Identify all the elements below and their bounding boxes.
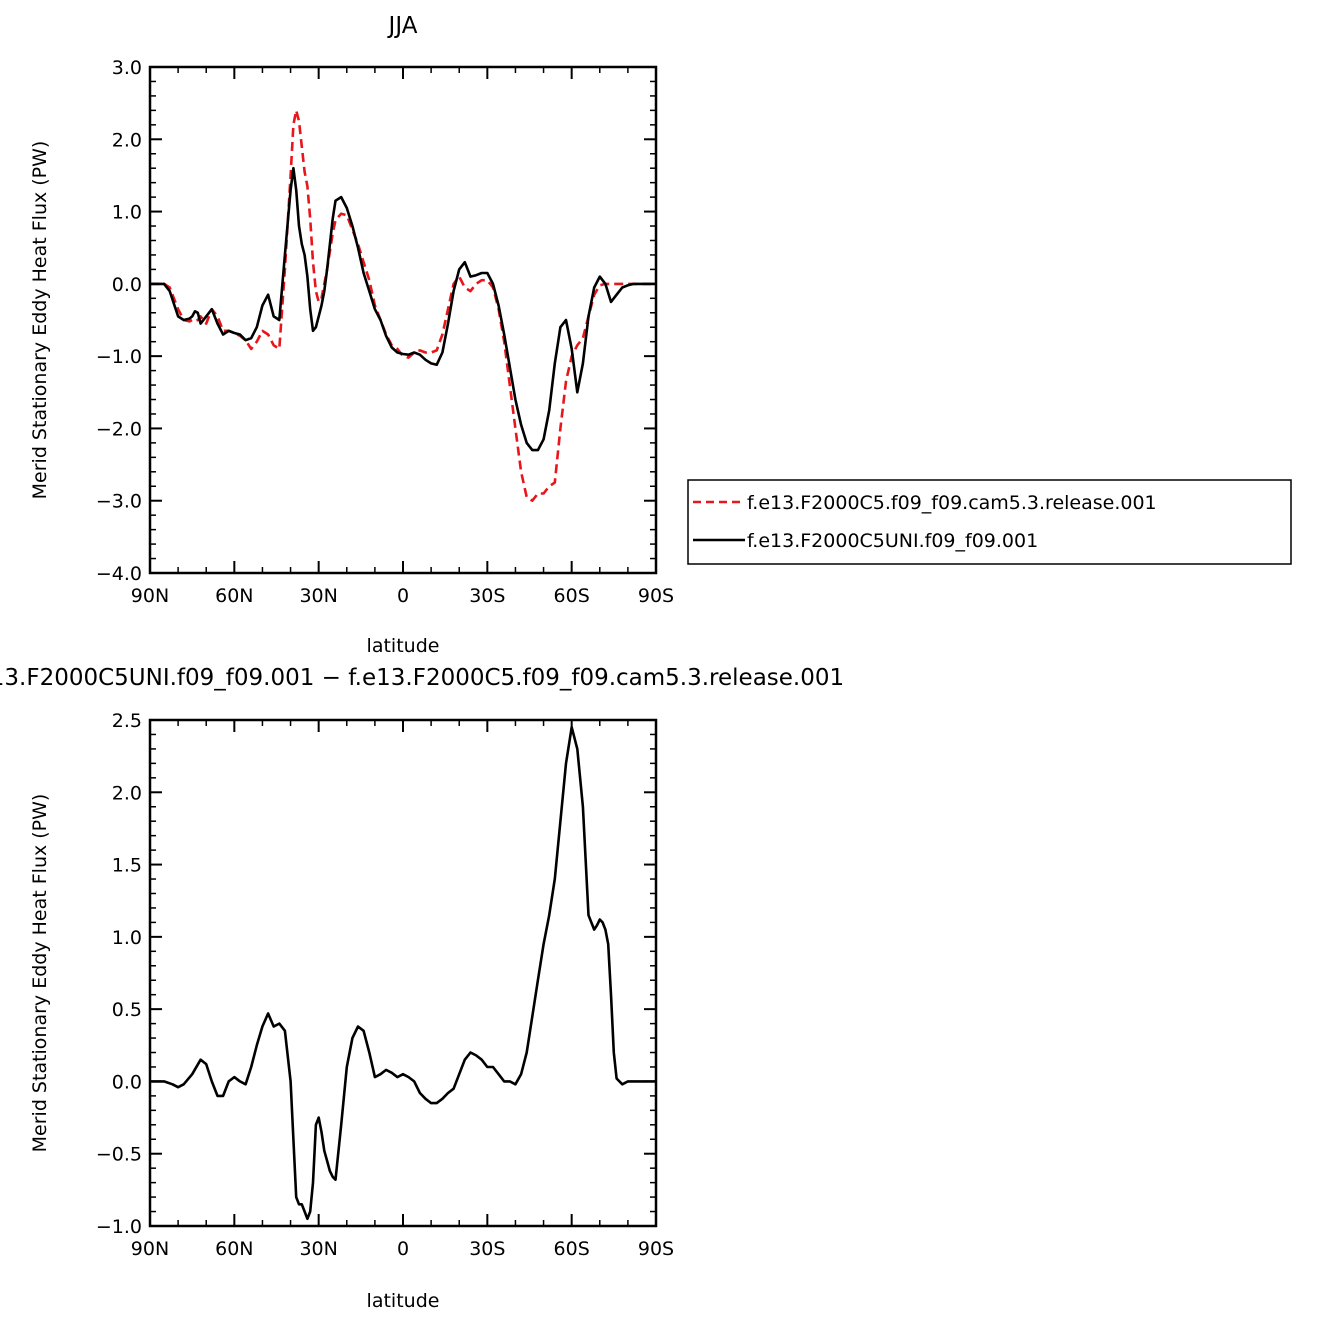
top-y-tick-label-0: 3.0 (112, 57, 142, 79)
bottom-x-tick-label-0: 90N (131, 1238, 169, 1260)
bottom-x-tick-label-3: 0 (397, 1238, 409, 1260)
top-x-tick-label-6: 90S (638, 585, 674, 607)
top-x-axis-label: latitude (367, 635, 440, 657)
bottom-series-line-0 (150, 725, 656, 1221)
bottom-y-tick-label-7: −1.0 (96, 1216, 142, 1238)
top-x-tick-label-4: 30S (469, 585, 505, 607)
bottom-y-tick-label-5: 0.0 (112, 1071, 142, 1093)
bottom-y-tick-label-0: 2.5 (112, 710, 142, 732)
legend-frame (687, 479, 1292, 565)
bottom-y-axis-label: Merid Stationary Eddy Heat Flux (PW) (29, 794, 51, 1153)
top-y-tick-label-5: −2.0 (96, 418, 142, 440)
bottom-x-tick-label-1: 60N (215, 1238, 253, 1260)
top-y-axis-label: Merid Stationary Eddy Heat Flux (PW) (29, 141, 51, 500)
bottom-x-tick-label-6: 90S (638, 1238, 674, 1260)
bottom-y-tick-label-6: −0.5 (96, 1144, 142, 1166)
top-panel-title: JJA (387, 13, 418, 39)
top-x-tick-label-3: 0 (397, 585, 409, 607)
top-y-tick-label-1: 2.0 (112, 129, 142, 151)
bottom-x-tick-label-4: 30S (469, 1238, 505, 1260)
bottom-y-tick-label-4: 0.5 (112, 999, 142, 1021)
top-y-tick-label-6: −3.0 (96, 491, 142, 513)
bottom-panel: f.e13.F2000C5UNI.f09_f09.001 − f.e13.F20… (0, 665, 844, 1312)
legend: f.e13.F2000C5.f09_f09.cam5.3.release.001… (687, 479, 1292, 565)
legend-label-control: f.e13.F2000C5.f09_f09.cam5.3.release.001 (747, 492, 1157, 514)
top-x-tick-label-1: 60N (215, 585, 253, 607)
bottom-plot-frame (148, 718, 658, 1228)
top-series-line-1 (150, 166, 656, 452)
bottom-panel-title: f.e13.F2000C5UNI.f09_f09.001 − f.e13.F20… (0, 665, 844, 691)
top-y-tick-label-4: −1.0 (96, 346, 142, 368)
bottom-y-tick-label-1: 2.0 (112, 782, 142, 804)
bottom-y-tick-label-2: 1.5 (112, 855, 142, 877)
legend-label-experiment: f.e13.F2000C5UNI.f09_f09.001 (747, 530, 1038, 552)
top-series-line-0 (150, 109, 656, 503)
top-panel: JJA 90N 60N 30N 0 30S 60S 90S 3.0 2.0 1.0 0.0 −1.0 −… (29, 13, 674, 657)
top-plot-frame (148, 65, 658, 575)
top-x-tick-label-0: 90N (131, 585, 169, 607)
top-y-tick-label-2: 1.0 (112, 202, 142, 224)
top-x-tick-label-2: 30N (299, 585, 337, 607)
bottom-x-tick-label-2: 30N (299, 1238, 337, 1260)
bottom-x-axis-label: latitude (367, 1290, 440, 1312)
bottom-x-tick-label-5: 60S (554, 1238, 590, 1260)
top-y-tick-label-3: 0.0 (112, 274, 142, 296)
bottom-y-tick-label-3: 1.0 (112, 927, 142, 949)
top-x-tick-label-5: 60S (554, 585, 590, 607)
top-y-tick-label-7: −4.0 (96, 563, 142, 585)
